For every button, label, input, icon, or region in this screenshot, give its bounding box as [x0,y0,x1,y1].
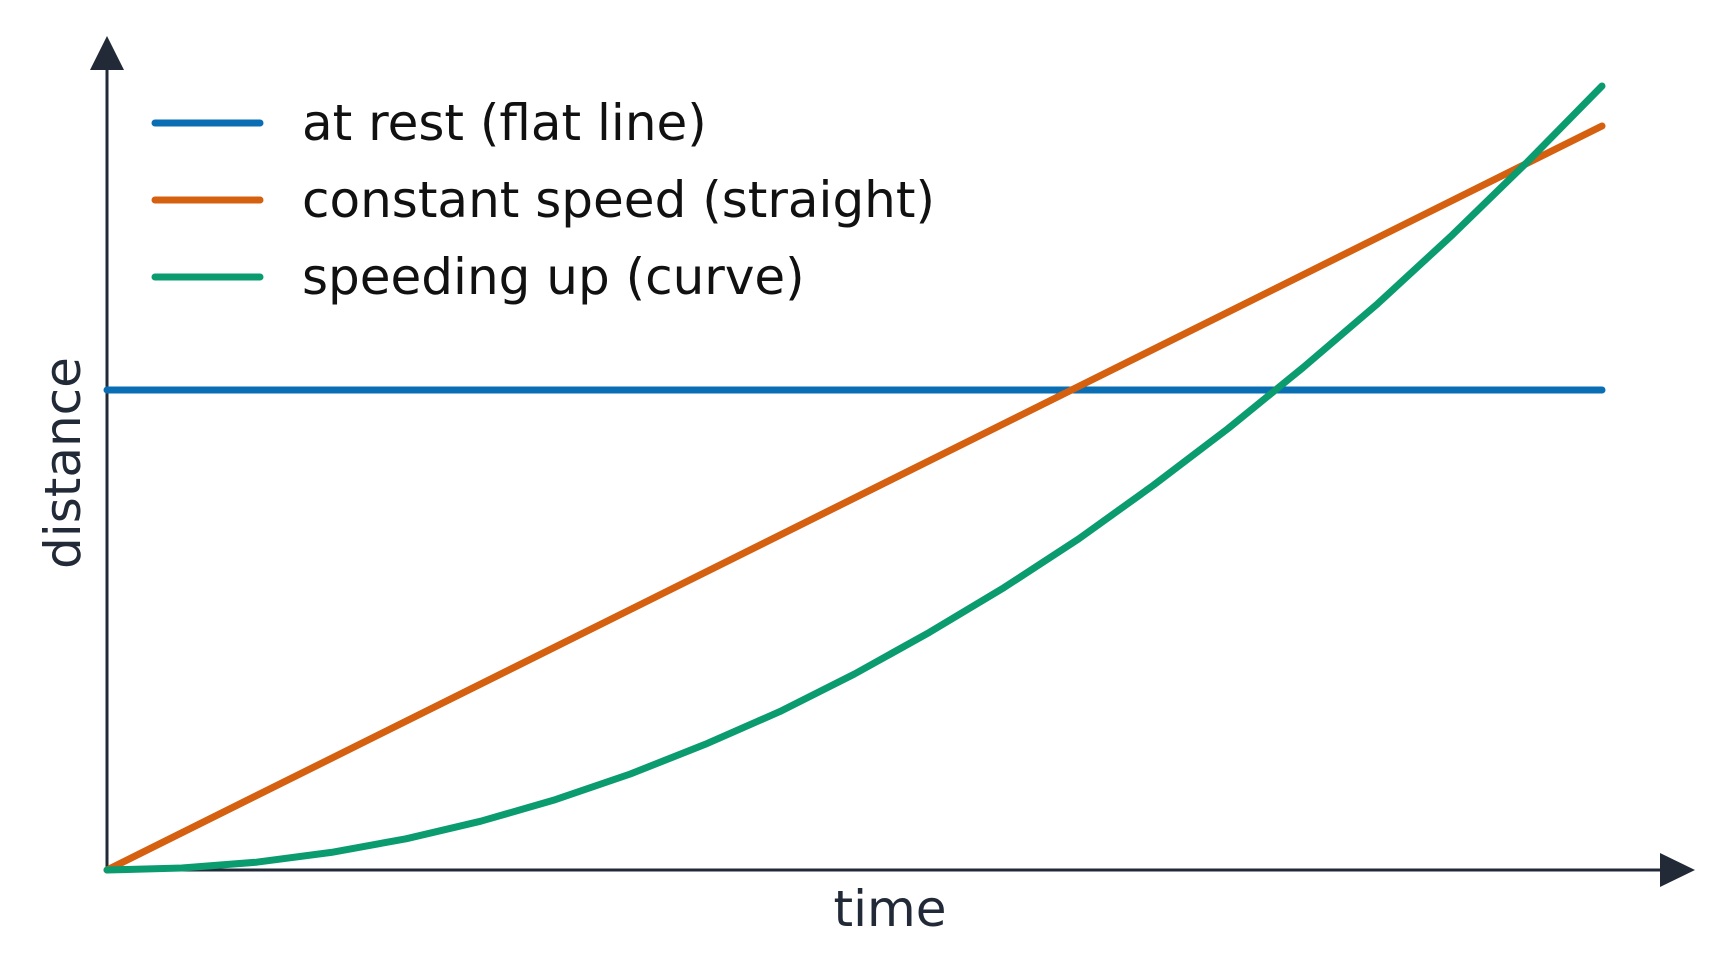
legend-label-constant-speed-straight: constant speed (straight) [302,171,935,229]
x-axis-label: time [834,880,947,938]
legend: at rest (flat line) constant speed (strai… [151,94,935,306]
y-axis-label: distance [34,357,92,569]
axes [90,36,1695,887]
x-axis-arrowhead [1660,853,1695,887]
y-axis-arrowhead [90,36,124,70]
legend-label-at-rest-flat-line: at rest (flat line) [302,94,707,152]
series-line-constant-speed-straight [103,122,1606,874]
series-layer [103,82,1606,874]
legend-label-speeding-up-curve: speeding up (curve) [302,248,805,306]
series-line-speeding-up-curve [103,82,1606,874]
